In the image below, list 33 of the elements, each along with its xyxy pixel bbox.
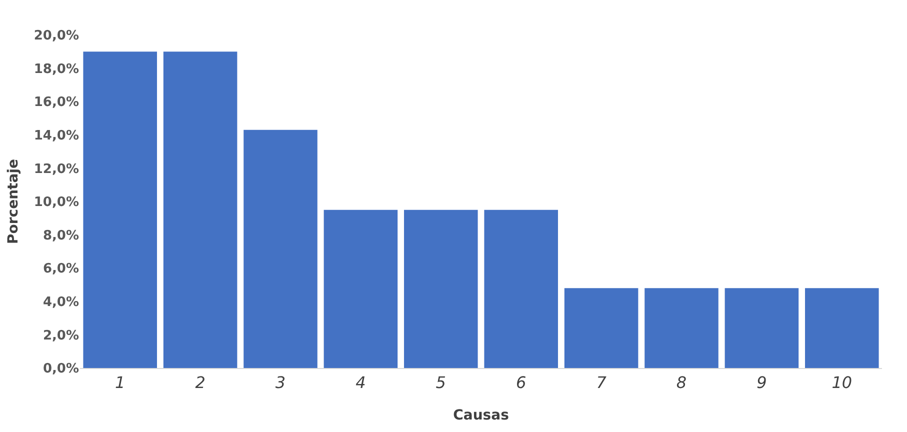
x-tick-label: 2 xyxy=(195,373,206,392)
y-tick-label: 18,0% xyxy=(34,62,79,77)
x-tick-label: 6 xyxy=(516,373,526,392)
x-tick-label: 9 xyxy=(756,373,767,392)
y-axis-title: Porcentaje xyxy=(5,159,22,244)
x-axis-title: Causas xyxy=(453,408,509,424)
bar xyxy=(484,210,558,368)
y-tick-label: 20,0% xyxy=(34,28,79,44)
x-tick-label: 7 xyxy=(596,373,608,392)
x-tick-label: 1 xyxy=(115,373,126,392)
y-tick-label: 12,0% xyxy=(34,162,79,177)
bar xyxy=(724,288,799,368)
y-tick-label: 8,0% xyxy=(42,228,79,244)
x-tick-label: 5 xyxy=(436,373,446,392)
bar xyxy=(644,288,718,368)
bar xyxy=(324,210,398,368)
x-tick-label: 8 xyxy=(676,373,687,392)
y-tick-label: 16,0% xyxy=(34,95,79,110)
bar xyxy=(244,130,318,368)
x-tick-label: 10 xyxy=(832,373,852,392)
y-tick-label: 6,0% xyxy=(42,262,79,277)
y-tick-label: 0,0% xyxy=(42,362,79,377)
bar xyxy=(163,52,238,368)
x-tick-label: 4 xyxy=(356,373,366,392)
y-tick-label: 4,0% xyxy=(42,294,79,310)
y-tick-label: 2,0% xyxy=(42,328,79,344)
bar xyxy=(564,288,638,368)
x-tick-label: 3 xyxy=(275,373,286,392)
bar xyxy=(83,52,157,368)
bar xyxy=(404,210,478,368)
y-tick-label: 10,0% xyxy=(34,195,79,210)
bar xyxy=(805,288,879,368)
y-tick-label: 14,0% xyxy=(34,128,79,144)
